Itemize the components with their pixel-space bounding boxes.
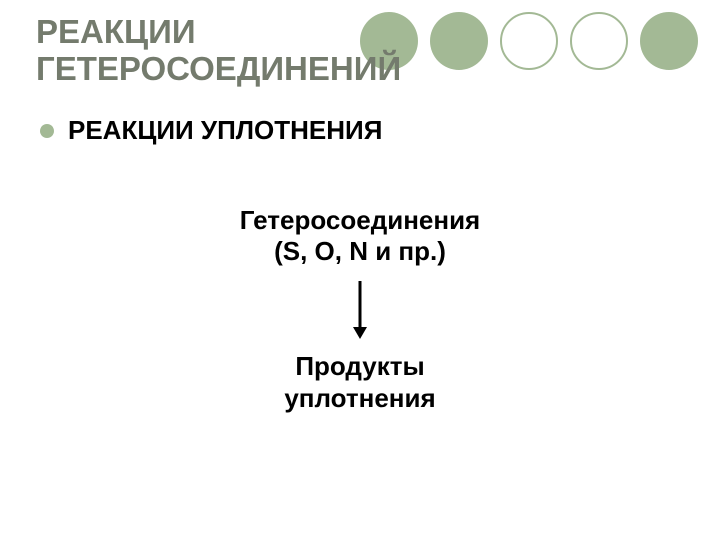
decor-circle bbox=[430, 12, 488, 70]
node-bottom-line2: уплотнения bbox=[0, 383, 720, 414]
decor-circle bbox=[640, 12, 698, 70]
bullet-dot-icon bbox=[40, 124, 54, 138]
node-top-line1: Гетеросоединения bbox=[0, 205, 720, 236]
decor-circle bbox=[570, 12, 628, 70]
node-top-line2: (S, O, N и пр.) bbox=[0, 236, 720, 267]
node-bottom-line1: Продукты bbox=[0, 351, 720, 382]
decor-circles bbox=[360, 12, 698, 70]
title-line-2: ГЕТЕРОСОЕДИНЕНИЙ bbox=[36, 51, 401, 88]
bullet-item: РЕАКЦИИ УПЛОТНЕНИЯ bbox=[40, 115, 382, 146]
slide-title: РЕАКЦИИ ГЕТЕРОСОЕДИНЕНИЙ bbox=[36, 14, 401, 88]
bullet-text: РЕАКЦИИ УПЛОТНЕНИЯ bbox=[68, 115, 382, 146]
flow-diagram: Гетеросоединения (S, O, N и пр.) Продукт… bbox=[0, 205, 720, 414]
decor-circle bbox=[500, 12, 558, 70]
arrow-down-icon bbox=[0, 279, 720, 341]
title-line-1: РЕАКЦИИ bbox=[36, 14, 401, 51]
